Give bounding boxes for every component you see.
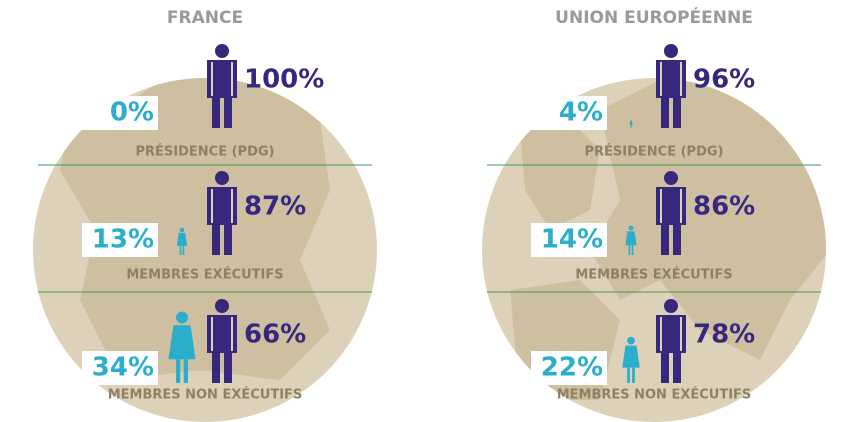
arm-gap xyxy=(231,62,233,96)
head xyxy=(179,227,185,233)
man-icon xyxy=(656,171,686,255)
row-label: MEMBRES EXÉCUTIFS xyxy=(575,267,732,283)
arm-gap xyxy=(680,62,682,96)
arm-gap xyxy=(680,189,682,223)
men-percent: 87% xyxy=(244,192,306,222)
row-label: PRÉSIDENCE (PDG) xyxy=(136,144,275,160)
leg xyxy=(631,245,634,255)
arm-gap xyxy=(660,317,662,351)
row-label: MEMBRES EXÉCUTIFS xyxy=(126,267,283,283)
women-percent: 13% xyxy=(92,225,154,255)
label-bg xyxy=(531,351,607,385)
leg xyxy=(176,359,181,383)
leg xyxy=(224,225,232,255)
woman-icon xyxy=(629,119,633,128)
head xyxy=(627,336,635,345)
head xyxy=(215,299,229,313)
women-percent: 34% xyxy=(92,353,154,383)
men-percent: 86% xyxy=(693,192,755,222)
woman-icon xyxy=(168,311,196,383)
men-percent: 96% xyxy=(693,65,755,95)
row-label: MEMBRES NON EXÉCUTIFS xyxy=(557,387,752,403)
leg xyxy=(627,367,630,383)
label-bg xyxy=(531,96,607,130)
label-bg xyxy=(531,223,607,257)
men-percent: 66% xyxy=(244,320,306,350)
panel-title: FRANCE xyxy=(167,8,243,28)
leg xyxy=(182,245,185,255)
leg xyxy=(224,98,232,128)
leg xyxy=(212,353,220,383)
women-percent: 4% xyxy=(559,98,603,128)
man-icon xyxy=(656,299,686,383)
man-icon xyxy=(207,299,237,383)
leg xyxy=(179,245,182,255)
row-label: PRÉSIDENCE (PDG) xyxy=(585,144,724,160)
leg xyxy=(661,225,669,255)
leg xyxy=(673,98,681,128)
label-bg xyxy=(82,223,158,257)
arm-gap xyxy=(231,317,233,351)
women-percent: 0% xyxy=(110,98,154,128)
dress xyxy=(625,231,637,246)
women-percent: 22% xyxy=(541,353,603,383)
arm-gap xyxy=(211,189,213,223)
head xyxy=(176,311,188,324)
dress xyxy=(622,345,640,368)
arm-gap xyxy=(211,317,213,351)
leg xyxy=(673,353,681,383)
dress xyxy=(168,325,196,360)
label-bg xyxy=(82,351,158,385)
row-label: MEMBRES NON EXÉCUTIFS xyxy=(108,387,303,403)
dress xyxy=(629,121,633,126)
arm-gap xyxy=(660,62,662,96)
leg xyxy=(183,359,188,383)
leg xyxy=(212,225,220,255)
head xyxy=(215,171,229,185)
leg xyxy=(661,353,669,383)
man-icon xyxy=(207,44,237,128)
head xyxy=(664,44,678,58)
head xyxy=(215,44,229,58)
man-icon xyxy=(207,171,237,255)
map-france xyxy=(33,78,377,422)
woman-icon xyxy=(622,336,640,383)
leg xyxy=(673,225,681,255)
leg xyxy=(628,245,631,255)
arm-gap xyxy=(660,189,662,223)
dress xyxy=(176,232,188,246)
woman-icon xyxy=(625,225,637,255)
man-icon xyxy=(656,44,686,128)
leg xyxy=(630,125,631,128)
arm-gap xyxy=(680,317,682,351)
leg xyxy=(632,367,635,383)
leg xyxy=(631,125,632,128)
head xyxy=(630,119,632,121)
woman-icon xyxy=(176,227,188,255)
leg xyxy=(212,98,220,128)
leg xyxy=(661,98,669,128)
head xyxy=(628,225,634,231)
men-percent: 100% xyxy=(244,65,324,95)
men-percent: 78% xyxy=(693,320,755,350)
women-percent: 14% xyxy=(541,225,603,255)
map-europe xyxy=(482,78,826,422)
panel-title: UNION EUROPÉENNE xyxy=(555,6,753,28)
head xyxy=(664,299,678,313)
arm-gap xyxy=(231,189,233,223)
label-bg xyxy=(82,96,158,130)
leg xyxy=(224,353,232,383)
head xyxy=(664,171,678,185)
arm-gap xyxy=(211,62,213,96)
